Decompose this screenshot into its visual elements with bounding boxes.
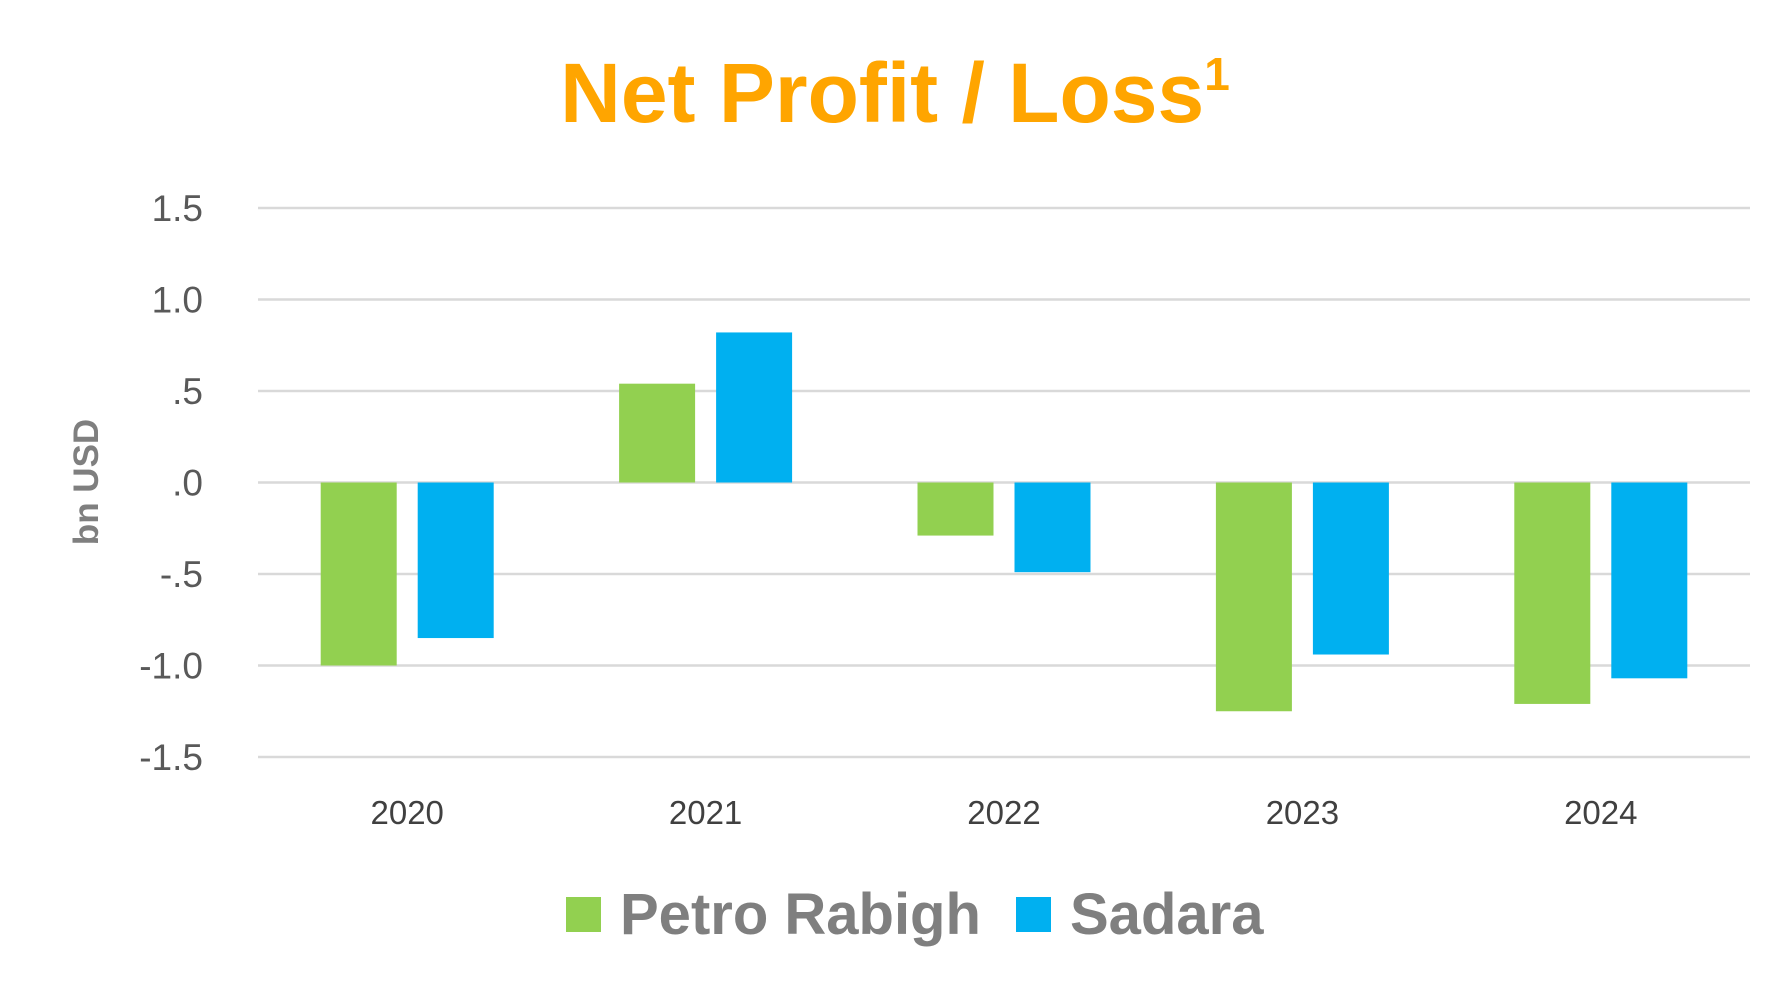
x-tick-label: 2021	[669, 794, 742, 831]
legend-label-petro-rabigh: Petro Rabigh	[620, 882, 981, 947]
gridlines	[258, 206, 1750, 759]
chart-title: Net Profit / Loss1	[560, 46, 1230, 140]
bar-sadara-2020	[417, 482, 494, 639]
bar-petro-rabigh-2020	[320, 482, 397, 666]
y-tick-label: 1.5	[152, 188, 203, 229]
y-axis-title: bn USD	[67, 419, 106, 545]
bar-petro-rabigh-2021	[619, 383, 696, 483]
chart-title-footnote-marker: 1	[1204, 48, 1230, 100]
y-tick-label: -1.5	[139, 737, 203, 778]
bar-sadara-2021	[716, 332, 793, 483]
bar-petro-rabigh-2023	[1215, 482, 1292, 712]
bar-petro-rabigh-2022	[917, 482, 994, 536]
y-tick-label: .0	[172, 463, 203, 504]
x-tick-label: 2022	[967, 794, 1040, 831]
bars	[320, 332, 1688, 712]
legend-swatch-petro-rabigh	[566, 897, 601, 932]
y-tick-label: -.5	[160, 554, 203, 595]
x-axis-categories: 2020 2021 2022 2023 2024	[370, 794, 1637, 831]
y-tick-label: .5	[172, 371, 203, 412]
chart-title-text: Net Profit / Loss	[560, 46, 1204, 140]
bar-petro-rabigh-2024	[1514, 482, 1591, 704]
x-tick-label: 2023	[1266, 794, 1339, 831]
bar-sadara-2022	[1014, 482, 1091, 573]
bar-sadara-2024	[1611, 482, 1688, 679]
legend: Petro Rabigh Sadara	[566, 882, 1264, 947]
legend-label-sadara: Sadara	[1070, 882, 1264, 947]
y-tick-label: 1.0	[152, 280, 203, 321]
x-tick-label: 2020	[370, 794, 443, 831]
x-tick-label: 2024	[1564, 794, 1637, 831]
y-tick-label: -1.0	[139, 646, 203, 687]
bar-sadara-2023	[1312, 482, 1389, 655]
legend-swatch-sadara	[1016, 897, 1051, 932]
y-axis-ticks: 1.5 1.0 .5 .0 -.5 -1.0 -1.5	[139, 188, 203, 778]
